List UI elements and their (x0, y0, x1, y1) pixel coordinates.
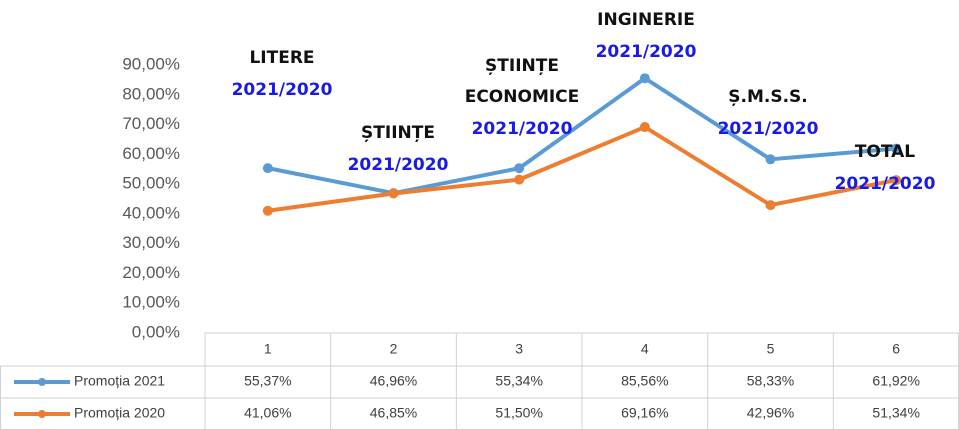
y-tick-label: 50,00% (122, 174, 180, 193)
marker (891, 143, 902, 154)
table-value: 42,96% (747, 405, 794, 421)
legend-label: Promoția 2021 (74, 373, 165, 389)
x-tick-label: 1 (264, 341, 272, 357)
legend-label: Promoția 2020 (74, 405, 165, 421)
marker (514, 174, 525, 185)
y-tick-label: 40,00% (122, 203, 180, 222)
marker (514, 163, 525, 174)
y-tick-label: 20,00% (122, 263, 180, 282)
legend-marker (38, 410, 46, 418)
table-value: 55,34% (495, 373, 542, 389)
annotation-sub: 2021/2020 (718, 119, 819, 139)
marker (765, 154, 776, 165)
y-tick-label: 60,00% (122, 144, 180, 163)
table-value: 58,33% (747, 373, 794, 389)
table-value: 46,96% (370, 373, 417, 389)
series-line (267, 76, 897, 196)
x-tick-label: 3 (515, 341, 523, 357)
annotation-sub: 2021/2020 (348, 155, 449, 175)
annotation: INGINERIE (597, 10, 695, 30)
marker (388, 188, 399, 199)
table-value: 55,37% (244, 373, 291, 389)
annotation-sub: 2021/2020 (232, 80, 333, 100)
y-tick-label: 80,00% (122, 84, 180, 103)
x-tick-label: 4 (641, 341, 649, 357)
marker (891, 175, 902, 186)
marker (765, 200, 776, 211)
annotation-sub: 2021/2020 (596, 42, 697, 62)
table-value: 41,06% (244, 405, 291, 421)
annotation-sub: 2021/2020 (835, 174, 936, 194)
table-value: 61,92% (872, 373, 919, 389)
annotation: LITERE (249, 48, 314, 68)
x-tick-label: 5 (767, 341, 775, 357)
y-tick-label: 30,00% (122, 233, 180, 252)
y-tick-label: 10,00% (122, 293, 180, 312)
legend-marker (38, 378, 46, 386)
y-tick-label: 0,00% (132, 322, 180, 341)
annotation: ȘTIINȚE (361, 123, 435, 143)
y-tick-label: 90,00% (122, 54, 180, 73)
annotation: TOTAL (855, 142, 915, 162)
marker (262, 163, 273, 174)
table-value: 85,56% (621, 373, 668, 389)
annotation: ECONOMICE (465, 87, 580, 107)
table-value: 51,34% (872, 405, 919, 421)
table-value: 46,85% (370, 405, 417, 421)
series-line (267, 125, 897, 213)
annotation: Ș.M.S.S. (728, 87, 807, 107)
table-value: 51,50% (495, 405, 542, 421)
marker (639, 73, 650, 84)
x-tick-label: 6 (892, 341, 900, 357)
y-tick-label: 70,00% (122, 114, 180, 133)
annotation: ȘTIINȚE (485, 56, 559, 76)
table-value: 69,16% (621, 405, 668, 421)
marker (262, 205, 273, 216)
x-tick-label: 2 (390, 341, 398, 357)
annotation-sub: 2021/2020 (472, 119, 573, 139)
marker (639, 122, 650, 133)
